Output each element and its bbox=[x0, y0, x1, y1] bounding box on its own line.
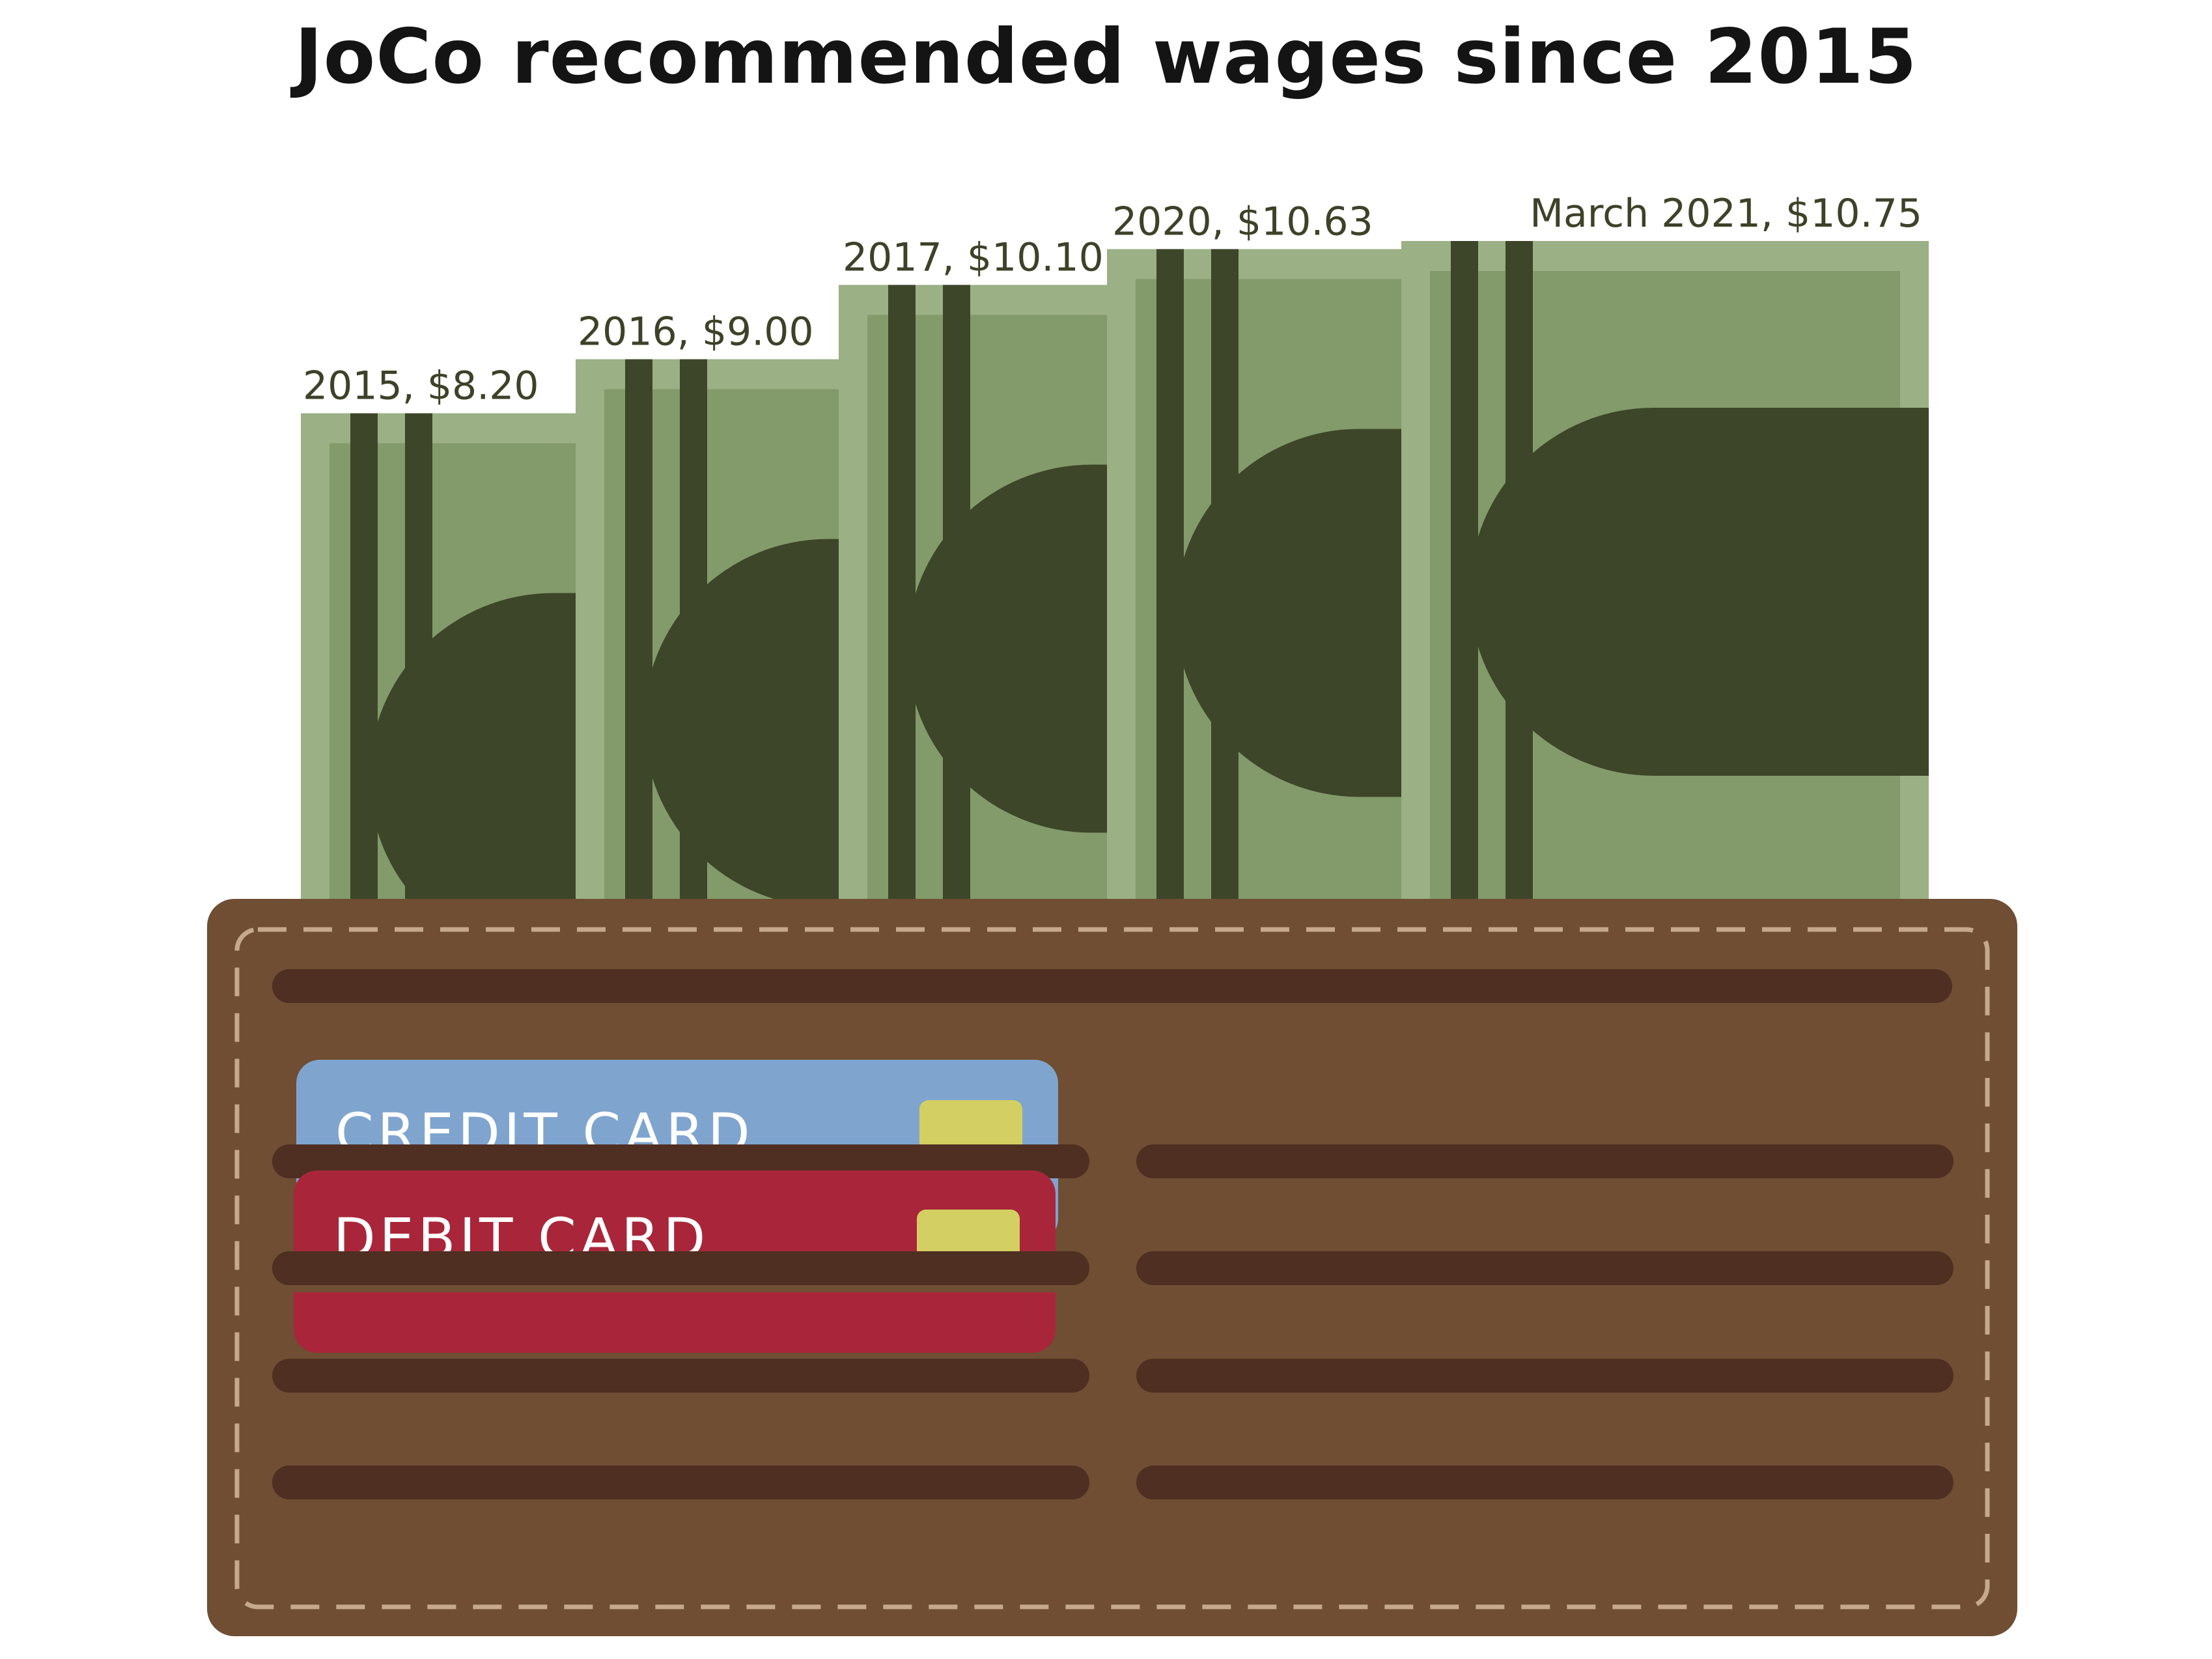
bill-value-label: 2015, $8.20 bbox=[303, 363, 539, 408]
bills-layer bbox=[301, 241, 1929, 967]
wallet: CREDIT CARD DEBIT CARD bbox=[207, 899, 2017, 1636]
bill-2 bbox=[576, 359, 839, 967]
wallet-slot bbox=[1136, 1144, 1953, 1178]
bill-value-label: 2017, $10.10 bbox=[843, 234, 1104, 280]
labels-layer: 2015, $8.20 2016, $9.00 2017, $10.102020, … bbox=[303, 191, 1922, 408]
wallet-slot bbox=[1136, 1251, 1953, 1285]
bill-portrait-shape bbox=[1470, 408, 1929, 776]
chart-title: JoCo recommended wages since 2015 bbox=[294, 13, 1918, 101]
bill-portrait-shape bbox=[1175, 429, 1401, 797]
wallet-slot bbox=[272, 969, 1952, 1003]
bill-3 bbox=[839, 285, 1107, 967]
bill-value-label: 2020, $10.63 bbox=[1112, 199, 1373, 244]
bill-portrait-shape bbox=[369, 593, 576, 961]
bill-portrait-shape bbox=[644, 539, 839, 907]
bill-value-label: 2016, $9.00 bbox=[578, 309, 814, 355]
wallet-slot bbox=[272, 1466, 1089, 1499]
bill-1 bbox=[301, 413, 576, 967]
bill-value-label: March 2021, $10.75 bbox=[1530, 191, 1922, 236]
bill-stripe bbox=[625, 359, 652, 967]
bill-portrait-shape bbox=[907, 464, 1107, 833]
wallet-stitching bbox=[234, 927, 1990, 1609]
bill-stripe bbox=[350, 413, 378, 967]
wallet-slot bbox=[1136, 1466, 1953, 1499]
wallet-slot bbox=[272, 1359, 1089, 1393]
bill-5 bbox=[1401, 241, 1929, 967]
wallet-slot bbox=[272, 1144, 1089, 1178]
bill-4 bbox=[1107, 249, 1401, 967]
wallet-slot bbox=[1136, 1359, 1953, 1393]
wallet-slot bbox=[272, 1251, 1089, 1285]
